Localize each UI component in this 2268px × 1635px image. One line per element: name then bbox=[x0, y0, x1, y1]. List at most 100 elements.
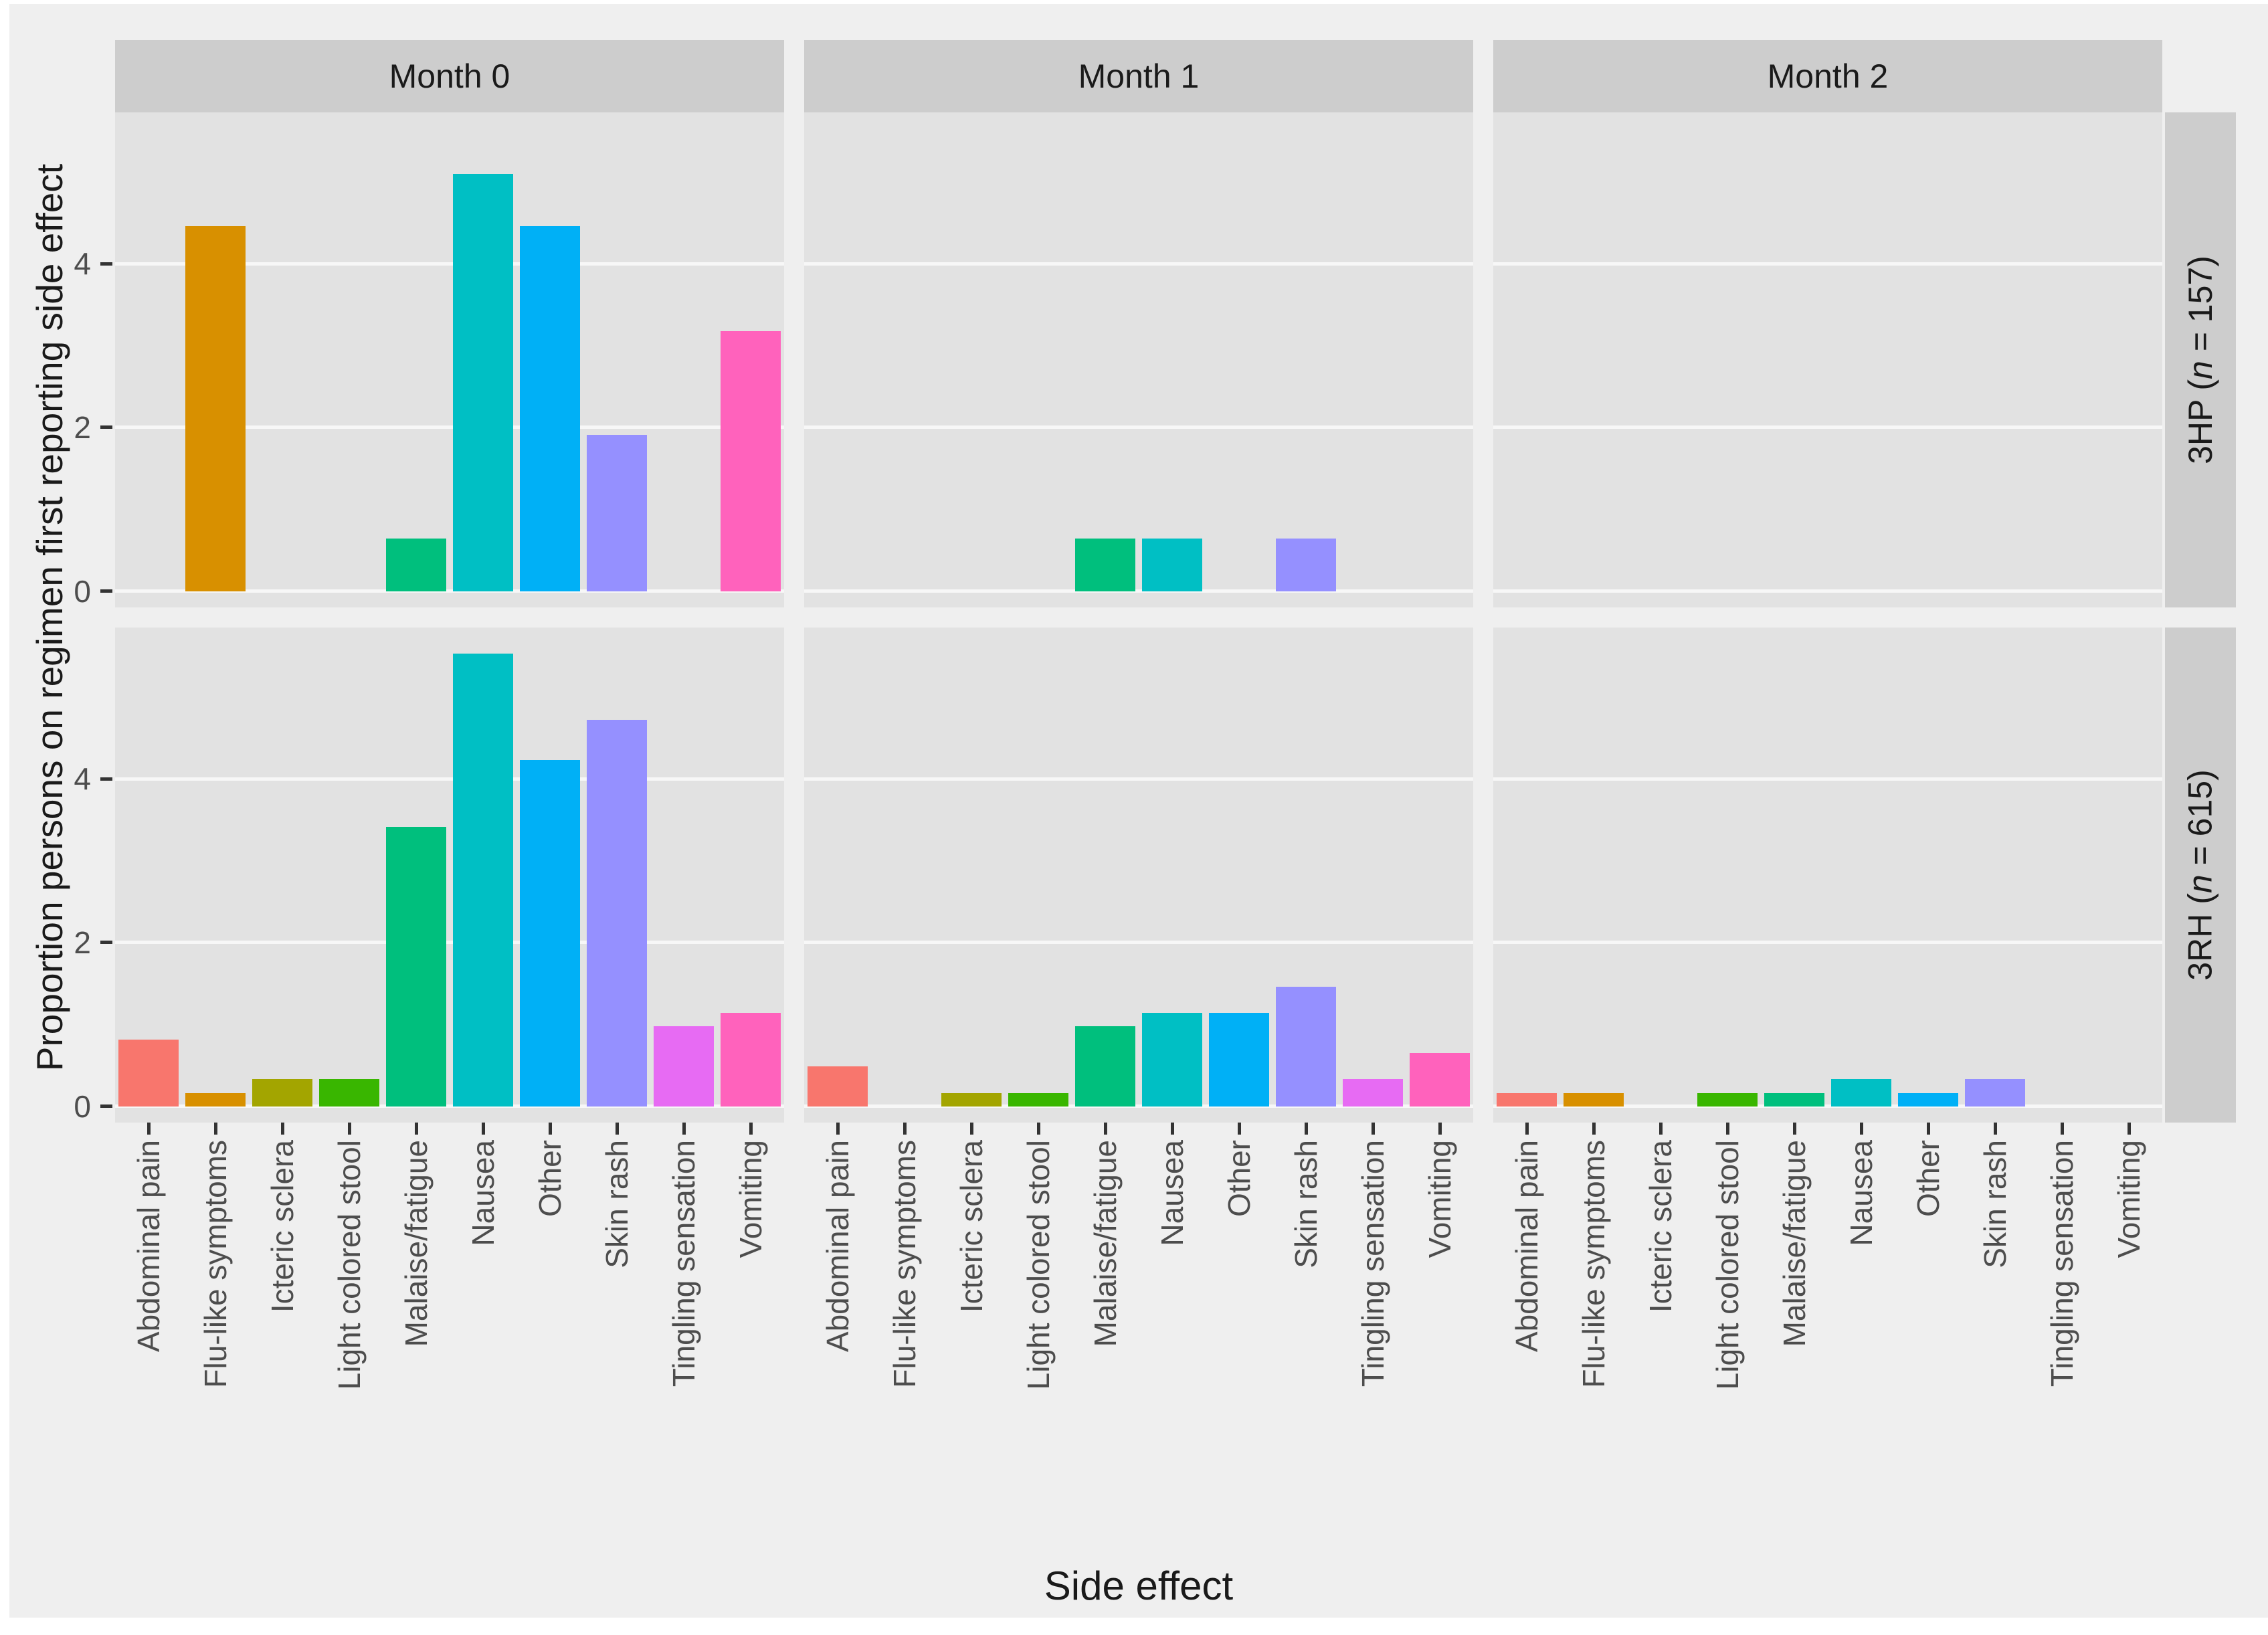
x-tick-mark bbox=[2127, 1123, 2131, 1135]
y-tick-label: 2 bbox=[74, 925, 91, 960]
gridline-y-2 bbox=[115, 425, 784, 429]
bar-light-colored-stool bbox=[319, 1079, 379, 1107]
bar-malaise-fatigue bbox=[1075, 1026, 1135, 1107]
bar-abdominal-pain bbox=[808, 1066, 868, 1107]
x-category-label-abdominal-pain: Abdominal pain bbox=[131, 1140, 166, 1353]
bar-vomiting bbox=[721, 1013, 781, 1107]
bar-skin-rash bbox=[587, 434, 647, 591]
x-category-label-tingling-sensation: Tingling sensation bbox=[666, 1140, 701, 1387]
bar-nausea bbox=[1142, 539, 1202, 591]
gridline-y-0 bbox=[1493, 589, 2162, 593]
bar-abdominal-pain bbox=[1497, 1092, 1557, 1107]
bar-vomiting bbox=[721, 330, 781, 591]
x-tick-mark bbox=[1304, 1123, 1308, 1135]
x-tick-mark bbox=[1926, 1123, 1930, 1135]
gridline-y-4 bbox=[115, 777, 784, 781]
x-category-label-tingling-sensation: Tingling sensation bbox=[1355, 1140, 1390, 1387]
gridline-y-2 bbox=[115, 941, 784, 945]
bar-other bbox=[1209, 1013, 1269, 1107]
facet-strip-month-0: Month 0 bbox=[115, 40, 784, 112]
panel-month-0-3hp bbox=[115, 112, 784, 607]
y-tick-mark bbox=[100, 777, 112, 781]
bar-nausea bbox=[453, 173, 513, 591]
bar-nausea bbox=[1142, 1013, 1202, 1107]
gridline-y-4 bbox=[804, 262, 1473, 266]
facet-strip-3hp-label: 3HP (n = 157) bbox=[2182, 256, 2219, 464]
facet-strip-month-0-label: Month 0 bbox=[389, 58, 510, 95]
gridline-y-4 bbox=[1493, 262, 2162, 266]
bar-nausea bbox=[453, 654, 513, 1107]
gridline-y-0 bbox=[804, 1104, 1473, 1109]
gridline-y-0 bbox=[115, 1104, 784, 1109]
bar-light-colored-stool bbox=[1697, 1092, 1758, 1107]
x-tick-mark bbox=[147, 1123, 151, 1135]
x-category-label-skin-rash: Skin rash bbox=[599, 1140, 634, 1268]
x-category-label-light-colored-stool: Light colored stool bbox=[332, 1140, 367, 1390]
y-tick-mark bbox=[100, 941, 112, 945]
gridline-y-0 bbox=[804, 589, 1473, 593]
x-tick-mark bbox=[615, 1123, 619, 1135]
facet-strip-month-1: Month 1 bbox=[804, 40, 1473, 112]
bar-malaise-fatigue bbox=[1764, 1092, 1824, 1107]
facet-strip-month-2-label: Month 2 bbox=[1767, 58, 1889, 95]
gridline-y-4 bbox=[804, 777, 1473, 781]
panel-month-2-3hp bbox=[1493, 112, 2162, 607]
x-tick-mark bbox=[280, 1123, 284, 1135]
x-tick-mark bbox=[1371, 1123, 1375, 1135]
x-tick-mark bbox=[903, 1123, 907, 1135]
bar-other bbox=[520, 226, 580, 591]
x-tick-mark bbox=[548, 1123, 552, 1135]
gridline-y-0 bbox=[115, 589, 784, 593]
bar-nausea bbox=[1831, 1079, 1891, 1107]
x-tick-mark bbox=[836, 1123, 840, 1135]
gridline-y-4 bbox=[115, 262, 784, 266]
x-category-label-light-colored-stool: Light colored stool bbox=[1021, 1140, 1056, 1390]
bar-flu-like-symptoms bbox=[185, 1092, 246, 1107]
x-category-label-vomiting: Vomiting bbox=[2111, 1140, 2146, 1258]
panel-month-1-3hp bbox=[804, 112, 1473, 607]
x-category-label-vomiting: Vomiting bbox=[1422, 1140, 1457, 1258]
x-tick-mark bbox=[1103, 1123, 1107, 1135]
x-category-label-nausea: Nausea bbox=[1155, 1140, 1190, 1246]
x-tick-mark bbox=[213, 1123, 217, 1135]
x-tick-mark bbox=[1592, 1123, 1596, 1135]
x-tick-mark bbox=[2060, 1123, 2064, 1135]
bar-icteric-sclera bbox=[941, 1092, 1002, 1107]
x-tick-mark bbox=[414, 1123, 418, 1135]
x-tick-mark bbox=[1438, 1123, 1442, 1135]
gridline-y-2 bbox=[1493, 941, 2162, 945]
bar-light-colored-stool bbox=[1008, 1092, 1068, 1107]
panel-month-0-3rh bbox=[115, 628, 784, 1123]
bar-skin-rash bbox=[587, 720, 647, 1107]
x-category-label-icteric-sclera: Icteric sclera bbox=[265, 1140, 300, 1313]
x-tick-mark bbox=[1659, 1123, 1663, 1135]
gridline-y-2 bbox=[804, 941, 1473, 945]
x-category-label-vomiting: Vomiting bbox=[733, 1140, 768, 1258]
x-tick-mark bbox=[1993, 1123, 1997, 1135]
bar-icteric-sclera bbox=[252, 1079, 312, 1107]
bar-skin-rash bbox=[1965, 1079, 2025, 1107]
x-category-label-flu-like-symptoms: Flu-like symptoms bbox=[1576, 1140, 1611, 1388]
facet-strip-month-1-label: Month 1 bbox=[1078, 58, 1200, 95]
bar-flu-like-symptoms bbox=[1564, 1092, 1624, 1107]
x-category-label-skin-rash: Skin rash bbox=[1289, 1140, 1323, 1268]
bar-abdominal-pain bbox=[118, 1040, 179, 1107]
x-category-label-flu-like-symptoms: Flu-like symptoms bbox=[198, 1140, 233, 1388]
bar-tingling-sensation bbox=[1343, 1079, 1403, 1107]
facet-strip-3rh: 3RH (n = 615) bbox=[2165, 628, 2236, 1123]
facet-strip-3hp: 3HP (n = 157) bbox=[2165, 112, 2236, 607]
gridline-y-2 bbox=[1493, 425, 2162, 429]
x-category-label-icteric-sclera: Icteric sclera bbox=[954, 1140, 989, 1313]
gridline-y-2 bbox=[804, 425, 1473, 429]
y-tick-label: 4 bbox=[74, 246, 91, 282]
x-tick-mark bbox=[1859, 1123, 1863, 1135]
x-tick-mark bbox=[1525, 1123, 1529, 1135]
x-category-label-icteric-sclera: Icteric sclera bbox=[1643, 1140, 1678, 1313]
bar-other bbox=[1898, 1092, 1958, 1107]
x-category-label-nausea: Nausea bbox=[466, 1140, 500, 1246]
y-tick-mark bbox=[100, 589, 112, 593]
x-tick-mark bbox=[347, 1123, 351, 1135]
bar-other bbox=[520, 760, 580, 1107]
bar-vomiting bbox=[1410, 1053, 1470, 1107]
